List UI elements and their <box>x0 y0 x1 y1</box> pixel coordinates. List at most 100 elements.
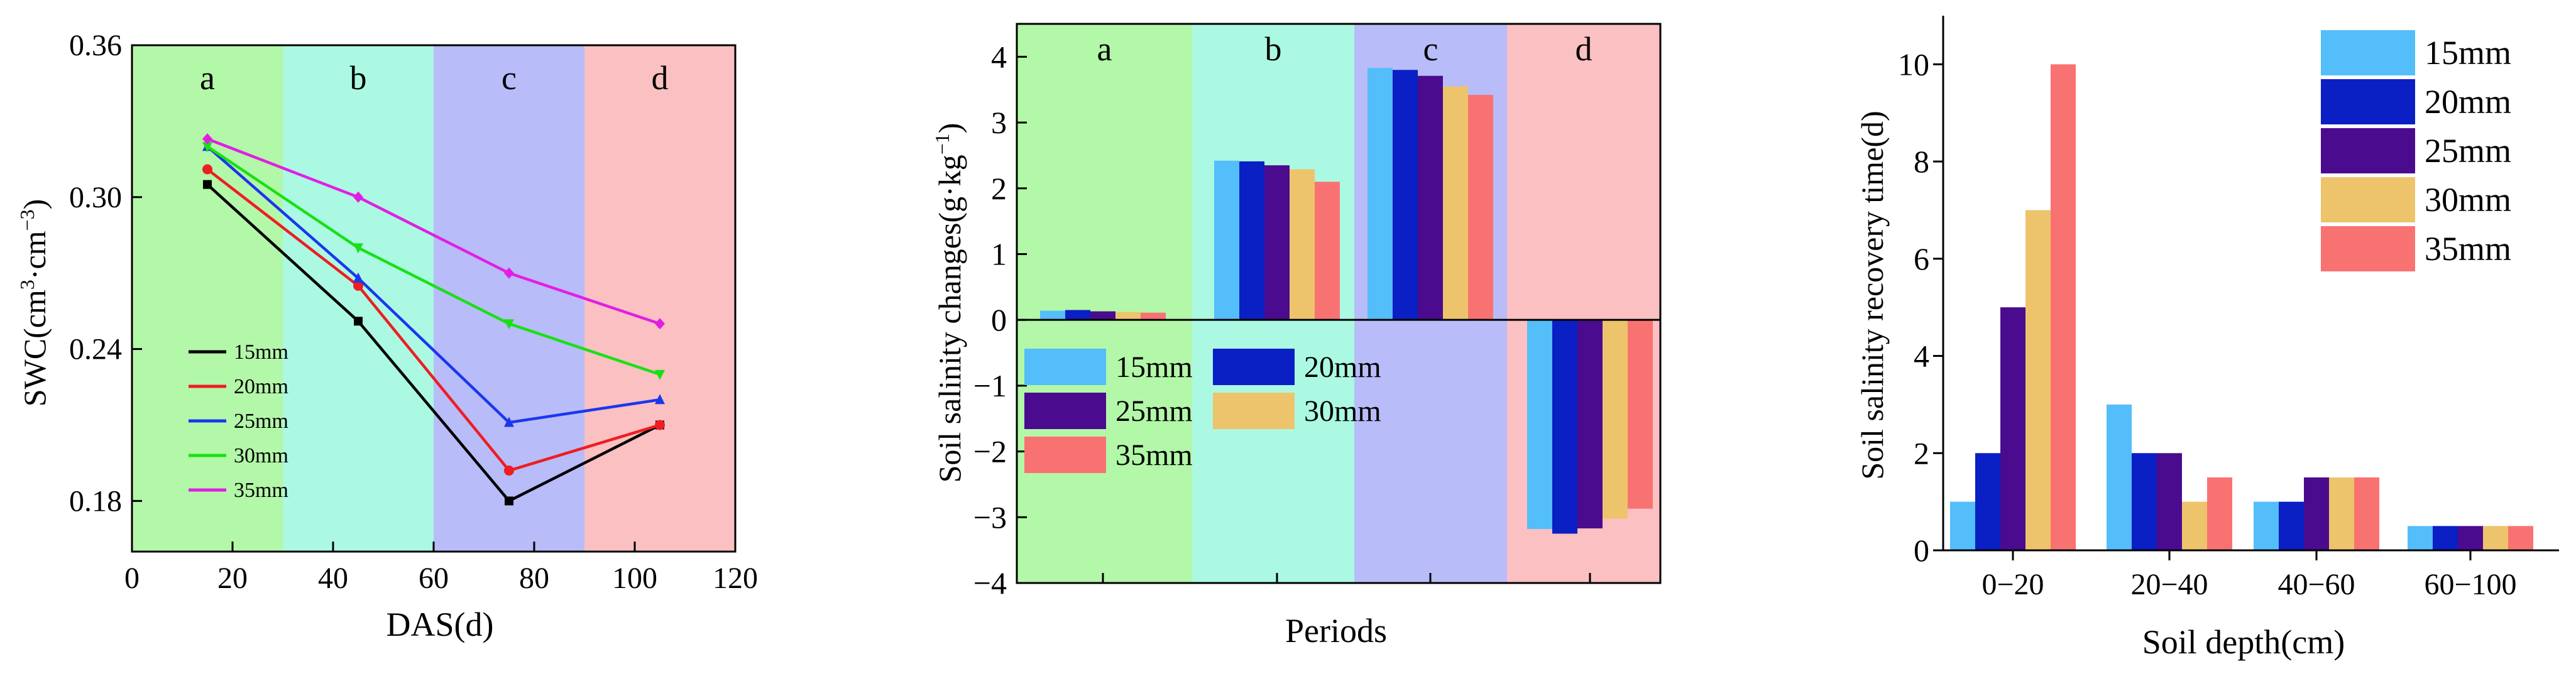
p2-band-a <box>1017 24 1192 583</box>
p2-bar <box>1367 68 1393 320</box>
p3-y-tick-label: 2 <box>1914 435 1929 471</box>
p2-band-label: d <box>1576 30 1592 68</box>
p1-legend-label: 30mm <box>234 444 288 467</box>
p3-legend-swatch-35mm <box>2321 226 2415 271</box>
p3-x-tick-label: 40−60 <box>2277 568 2355 601</box>
p1-x-tick-label: 100 <box>612 562 657 595</box>
p1-band-label: d <box>652 59 669 97</box>
p1-band-d <box>584 45 735 552</box>
p3-legend: 15mm 20mm 25mm 30mm 35mm <box>2321 30 2511 271</box>
p1-data-point <box>202 164 212 175</box>
p2-bar <box>1065 310 1090 320</box>
p3-x-tick-label: 20−40 <box>2130 568 2208 601</box>
p2-y-tick-label: −1 <box>973 368 1007 403</box>
p3-y-tick-label: 10 <box>1898 46 1929 82</box>
p1-legend-label: 35mm <box>234 479 288 502</box>
p3-bar <box>2483 526 2508 550</box>
p3-legend-swatch-25mm <box>2321 128 2415 173</box>
p1-x-tick-label: 60 <box>419 562 449 595</box>
p3-y-axis-label: Soil salinity recovery time(d) <box>1855 111 1890 479</box>
p2-legend: 15mm 20mm 25mm 30mm 35mm <box>1024 349 1381 473</box>
p3-legend-swatch-15mm <box>2321 30 2415 75</box>
p3-x-tick-label: 60−100 <box>2424 568 2516 601</box>
p3-axes: 0 2 4 6 8 10 0−20 20−40 40−60 60−100 <box>1898 16 2559 601</box>
p1-data-point <box>353 280 363 291</box>
p2-y-tick-label: 2 <box>991 171 1007 206</box>
p1-data-point <box>353 243 363 254</box>
p1-y-axis-label: SWC(cm3·cm−3) <box>16 199 52 407</box>
p3-bar <box>2279 501 2304 550</box>
p3-legend-label: 15mm <box>2425 34 2511 72</box>
p1-data-point <box>203 180 212 189</box>
p2-x-axis-label: Periods <box>1285 612 1387 650</box>
p1-y-tick-label: 0.18 <box>69 484 122 518</box>
p1-x-tick-label: 80 <box>519 562 549 595</box>
p1-series-line-25mm <box>206 145 660 424</box>
p1-legend-label: 15mm <box>234 340 288 364</box>
p3-bar <box>2508 526 2533 550</box>
p3-bar <box>2207 477 2232 550</box>
p2-y-tick-label: 4 <box>991 39 1007 74</box>
p1-legend-label: 25mm <box>234 410 288 433</box>
p3-bar <box>2458 526 2483 550</box>
p2-bar <box>1315 182 1340 320</box>
p2-bar <box>1552 320 1577 534</box>
p3-y-tick-label: 4 <box>1914 339 1929 374</box>
p1-data-point <box>504 466 514 476</box>
p3-legend-swatch-30mm <box>2321 177 2415 222</box>
p2-bar <box>1443 86 1468 320</box>
p3-bar <box>2304 477 2329 550</box>
p2-legend-swatch-20mm <box>1213 349 1295 385</box>
p3-x-tick-label: 0−20 <box>1981 568 2044 601</box>
p1-axes: 0 20 40 60 80 100 120 0.18 0.24 0.30 0.36 <box>69 29 758 595</box>
swc-line-chart: a b c d 0 20 40 60 80 100 120 0.18 0.24 0.30 0.36 15m… <box>16 29 758 643</box>
p1-data-point <box>655 318 665 330</box>
p1-band-label: b <box>350 59 367 97</box>
p1-y-tick-label: 0.30 <box>69 181 122 214</box>
p3-y-tick-label: 0 <box>1914 533 1929 568</box>
p1-data-point <box>202 133 212 145</box>
p3-y-tick-label: 8 <box>1914 144 1929 179</box>
p3-y-tick-label: 6 <box>1914 241 1929 276</box>
p1-band-a <box>132 45 283 552</box>
p2-y-tick-label: −2 <box>973 434 1007 469</box>
p1-series-line-30mm <box>206 145 660 376</box>
p2-band-label: a <box>1097 30 1112 68</box>
p1-x-tick-label: 20 <box>217 562 248 595</box>
p1-band-label: a <box>200 59 215 97</box>
p1-series-line-15mm <box>206 183 661 503</box>
p1-period-bands: a b c d <box>132 45 735 552</box>
p1-data-point <box>505 496 513 506</box>
p2-bar <box>1393 70 1418 320</box>
p1-band-label: c <box>501 59 517 97</box>
p1-x-axis-label: DAS(d) <box>386 606 494 643</box>
p1-x-tick-label: 120 <box>713 562 758 595</box>
p1-data-point <box>353 191 363 203</box>
p3-bars <box>1950 64 2533 550</box>
p1-data-point <box>655 420 665 430</box>
p2-bar <box>1040 310 1065 320</box>
p1-legend-label: 20mm <box>234 375 288 398</box>
p1-data-point <box>354 317 363 326</box>
p2-bar <box>1527 320 1552 530</box>
p2-bar <box>1141 312 1166 320</box>
p2-y-tick-label: 3 <box>991 105 1007 140</box>
p3-bar <box>2157 453 2182 550</box>
p2-y-tick-label: −3 <box>973 499 1007 535</box>
p1-data-point <box>504 417 514 427</box>
p1-data-point <box>504 319 514 330</box>
p2-band-label: b <box>1265 30 1282 68</box>
p3-legend-label: 25mm <box>2425 132 2511 170</box>
p1-series-lines <box>202 133 665 506</box>
p3-bar <box>2254 501 2279 550</box>
p2-bar <box>1628 320 1653 509</box>
p2-bar <box>1090 311 1115 320</box>
p3-bar <box>2132 453 2157 550</box>
p3-bar <box>2000 307 2025 550</box>
p2-legend-swatch-25mm <box>1024 393 1106 429</box>
p2-bar <box>1577 320 1603 529</box>
p3-legend-label: 30mm <box>2425 181 2511 219</box>
p3-legend-swatch-20mm <box>2321 79 2415 124</box>
